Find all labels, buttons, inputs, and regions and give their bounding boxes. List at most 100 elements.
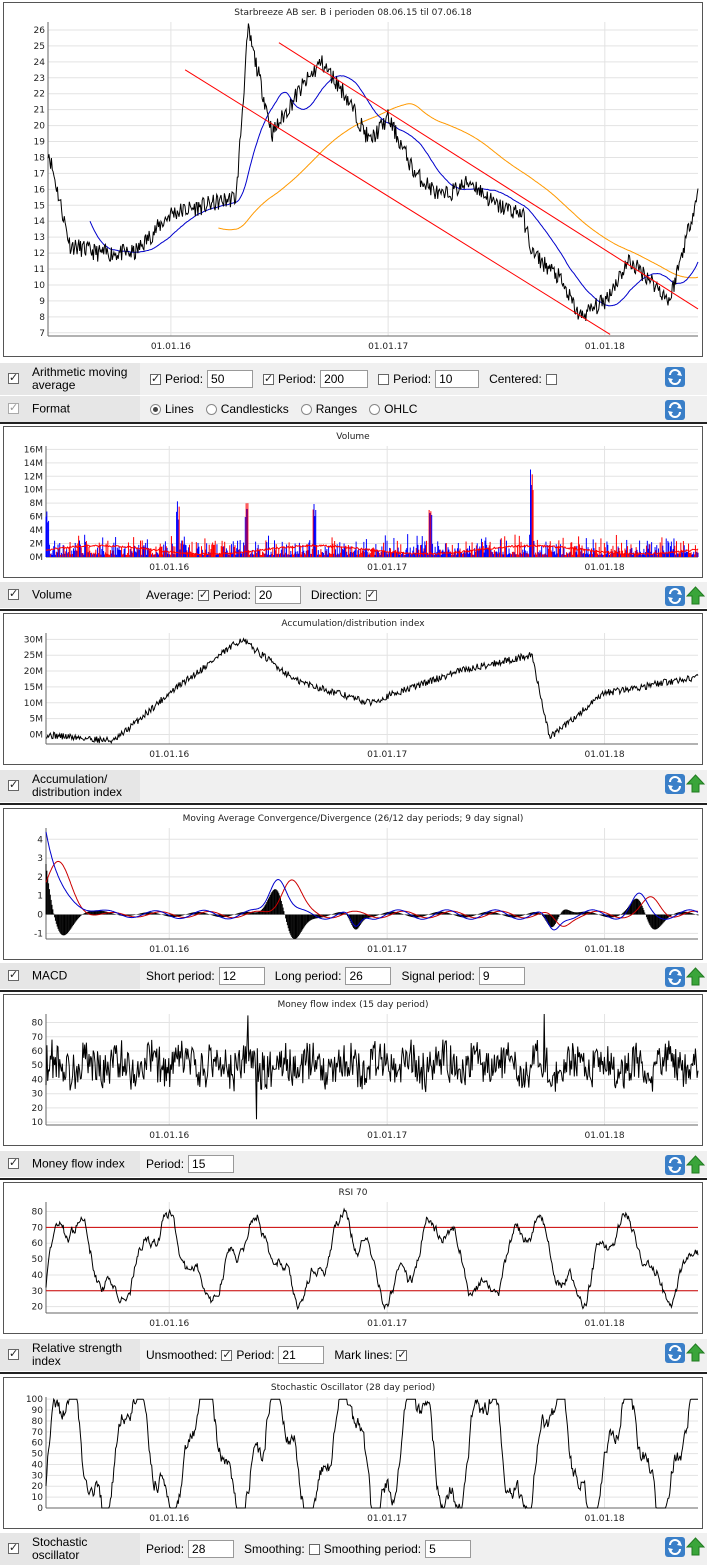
y-tick-label: 18 <box>34 153 46 163</box>
stochastic-enable-checkbox[interactable] <box>8 1541 19 1554</box>
rsi-enable-checkbox[interactable] <box>8 1347 19 1360</box>
volume-label: Volume <box>32 587 73 602</box>
y-tick-label: -1 <box>34 929 43 939</box>
y-tick-label: 5M <box>30 715 44 725</box>
section-divider <box>0 803 707 805</box>
chart-title: RSI 70 <box>339 1188 368 1198</box>
y-tick-label: 0M <box>30 730 44 740</box>
x-tick-label: 01.01.16 <box>149 563 189 573</box>
move-up-icon[interactable] <box>686 967 705 986</box>
ma-enable-checkbox[interactable] <box>8 371 19 384</box>
ma-period3-input[interactable]: 10 <box>435 370 480 388</box>
refresh-icon[interactable] <box>665 367 685 387</box>
refresh-icon[interactable] <box>665 400 685 420</box>
y-tick-label: 21 <box>34 106 45 116</box>
format-radio-ohlc[interactable] <box>369 403 381 415</box>
y-tick-label: 10M <box>24 699 43 709</box>
format-radio-ranges[interactable] <box>300 403 312 415</box>
y-tick-label: 20M <box>24 667 43 677</box>
format-radio-candlesticks[interactable] <box>205 403 217 415</box>
macd-signal-input[interactable]: 9 <box>478 967 525 985</box>
y-tick-label: 60 <box>32 1239 44 1249</box>
x-tick-label: 01.01.17 <box>368 342 408 352</box>
move-up-icon[interactable] <box>686 1155 705 1174</box>
rsi-unsmoothed-label: Unsmoothed: <box>146 1348 218 1362</box>
y-tick-label: 40 <box>32 1075 44 1085</box>
y-tick-label: 70 <box>32 1223 44 1233</box>
ma-period1-input[interactable]: 50 <box>207 370 254 388</box>
y-tick-label: 25M <box>24 651 43 661</box>
macd-controls: MACD Short period: 12 Long period: 26 Si… <box>0 963 707 989</box>
format-radio-lines[interactable] <box>150 403 161 415</box>
format-option-lines: Lines <box>165 402 194 416</box>
ma-period2-checkbox[interactable] <box>263 372 275 385</box>
macd-chart-panel: Moving Average Convergence/Divergence (2… <box>3 808 703 960</box>
volume-average-label: Average: <box>146 588 194 602</box>
adi-controls: Accumulation/ distribution index <box>0 770 707 802</box>
rsi-chart: RSI 70 01.01.16 01.01.17 01.01.18 20 30 40 50 60… <box>32 1188 699 1329</box>
macd-line <box>45 831 699 931</box>
move-up-icon[interactable] <box>686 1343 705 1362</box>
move-up-icon[interactable] <box>686 774 705 793</box>
y-tick-label: 8 <box>39 313 45 323</box>
refresh-icon[interactable] <box>665 1155 685 1175</box>
stochastic-period-label: Period: <box>146 1542 185 1556</box>
ma-centered-checkbox[interactable] <box>545 373 557 385</box>
stochastic-period-input[interactable]: 28 <box>188 1540 235 1558</box>
y-tick-label: 10 <box>32 1493 44 1503</box>
y-tick-label: 20 <box>34 122 46 132</box>
refresh-icon[interactable] <box>665 774 685 794</box>
rsi-unsmoothed-checkbox[interactable] <box>221 1348 233 1361</box>
y-tick-label: 19 <box>34 138 46 148</box>
adi-chart: Accumulation/distribution index 01.01.16 0… <box>24 619 699 760</box>
mfi-enable-checkbox[interactable] <box>8 1156 19 1169</box>
stochastic-smoothing-checkbox[interactable] <box>308 1543 320 1555</box>
rsi-period-input[interactable]: 21 <box>278 1346 325 1364</box>
mfi-label: Money flow index <box>32 1156 125 1171</box>
x-tick-label: 01.01.17 <box>367 945 407 955</box>
chart-title: Volume <box>336 432 370 442</box>
ma-period2-input[interactable]: 200 <box>320 370 369 388</box>
y-tick-label: 4 <box>37 835 43 845</box>
x-tick-label: 01.01.17 <box>367 1514 407 1524</box>
move-up-icon[interactable] <box>686 586 705 605</box>
x-tick-label: 01.01.17 <box>367 750 407 760</box>
macd-short-input[interactable]: 12 <box>218 967 265 985</box>
section-divider <box>0 422 707 424</box>
x-tick-label: 01.01.16 <box>149 1319 189 1329</box>
refresh-icon[interactable] <box>665 1537 685 1557</box>
x-tick-label: 01.01.16 <box>149 1131 189 1141</box>
macd-short-label: Short period: <box>146 969 215 983</box>
ma-period3-checkbox[interactable] <box>378 373 390 385</box>
section-divider <box>0 1178 707 1180</box>
macd-enable-checkbox[interactable] <box>8 968 19 981</box>
refresh-icon[interactable] <box>665 586 685 606</box>
y-tick-label: 30 <box>32 1471 44 1481</box>
format-controls: Format Lines Candlesticks Ranges OHLC <box>0 396 707 422</box>
move-up-icon[interactable] <box>686 1537 705 1556</box>
mfi-series-line <box>45 1013 699 1120</box>
adi-label: Accumulation/ distribution index <box>32 772 123 799</box>
macd-chart: Moving Average Convergence/Divergence (2… <box>34 814 699 955</box>
volume-direction-checkbox[interactable] <box>365 588 377 601</box>
y-tick-label: 12M <box>24 472 43 482</box>
macd-long-input[interactable]: 26 <box>345 967 392 985</box>
rsi-marklines-checkbox[interactable] <box>396 1348 408 1361</box>
stochastic-controls: Stochastic oscillator Period: 28 Smoothi… <box>0 1533 707 1565</box>
stochastic-smoothing-period-input[interactable]: 5 <box>425 1540 472 1558</box>
y-tick-label: 7 <box>39 329 45 339</box>
refresh-icon[interactable] <box>665 967 685 987</box>
mfi-period-input[interactable]: 15 <box>188 1155 235 1173</box>
volume-period-input[interactable]: 20 <box>254 586 301 604</box>
mfi-chart-panel: Money flow index (15 day period) 01.01.16… <box>3 994 703 1146</box>
refresh-icon[interactable] <box>665 1343 685 1363</box>
y-tick-label: 16 <box>34 185 46 195</box>
x-tick-label: 01.01.18 <box>584 1131 624 1141</box>
adi-enable-checkbox[interactable] <box>8 778 19 791</box>
volume-enable-checkbox[interactable] <box>8 587 19 600</box>
chart-title: Accumulation/distribution index <box>281 619 425 629</box>
price-chart-panel: Starbreeze AB ser. B i perioden 08.06.15… <box>3 2 703 357</box>
volume-average-checkbox[interactable] <box>197 588 209 601</box>
ma-period1-checkbox[interactable] <box>150 372 161 385</box>
trendline-upper <box>278 42 699 310</box>
